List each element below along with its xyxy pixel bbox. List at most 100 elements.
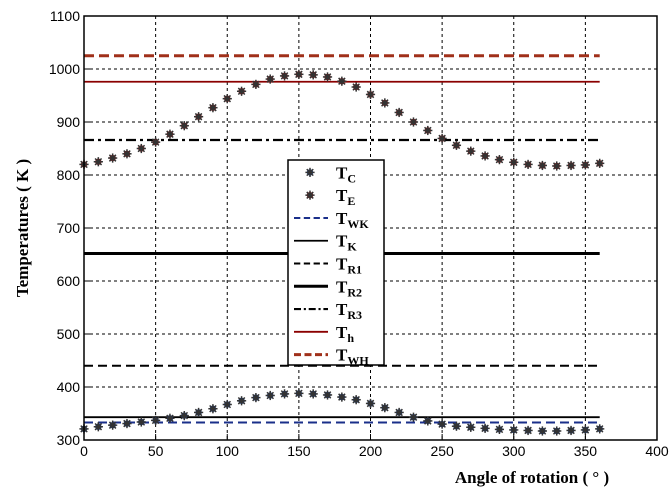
data-point: [165, 413, 175, 423]
data-point: [122, 149, 132, 159]
legend-item-tr3: TR3: [294, 300, 362, 322]
series-tc: [79, 388, 605, 436]
data-point: [136, 143, 146, 154]
legend-item-tr1: TR1: [294, 255, 362, 277]
data-point: [279, 389, 290, 399]
data-point: [208, 103, 218, 113]
data-point: [437, 133, 447, 144]
data-point: [351, 395, 361, 405]
data-point: [194, 112, 204, 122]
x-tick-label: 0: [80, 443, 88, 459]
data-point: [179, 411, 189, 421]
x-tick-label: 50: [148, 443, 164, 459]
legend-item-tr2: TR2: [294, 277, 362, 299]
data-point: [365, 89, 376, 100]
y-tick-label: 1100: [50, 8, 80, 24]
legend-item-te: TE: [305, 186, 355, 208]
data-point: [523, 425, 533, 436]
data-point: [93, 422, 103, 432]
data-point: [365, 398, 376, 409]
data-point: [337, 392, 347, 402]
data-point: [509, 157, 519, 167]
legend-item-twh: TWH: [294, 346, 369, 368]
data-point: [337, 76, 347, 86]
legend-marker: [305, 167, 315, 177]
data-point: [308, 70, 318, 80]
legend-label: TK: [336, 232, 357, 254]
x-tick-label: 400: [645, 443, 669, 459]
data-point: [437, 419, 447, 429]
data-point: [122, 418, 132, 429]
y-tick-label: 600: [57, 273, 81, 289]
y-tick-label: 1000: [49, 61, 80, 77]
data-point: [136, 417, 146, 427]
legend-label: TR1: [336, 255, 362, 277]
data-point: [408, 412, 419, 422]
legend-label: TR3: [336, 300, 362, 322]
data-point: [179, 121, 189, 131]
data-point: [151, 415, 161, 425]
data-point: [151, 137, 161, 147]
data-point: [279, 71, 290, 81]
x-tick-label: 150: [287, 443, 311, 459]
x-tick-label: 300: [502, 443, 526, 459]
data-point: [552, 426, 562, 436]
data-point: [566, 425, 576, 436]
data-point: [466, 422, 476, 432]
data-point: [222, 399, 232, 410]
data-point: [580, 425, 590, 435]
legend-item-th: Th: [294, 323, 354, 345]
data-point: [308, 389, 318, 399]
x-axis-label: Angle of rotation ( ° ): [455, 468, 609, 487]
x-tick-label: 100: [216, 443, 240, 459]
data-point: [222, 94, 232, 104]
x-tick-label: 350: [574, 443, 598, 459]
data-point: [208, 404, 218, 414]
legend-label: Th: [336, 323, 354, 345]
data-point: [566, 160, 576, 171]
legend-item-tk: TK: [294, 232, 357, 254]
data-point: [423, 125, 433, 136]
data-point: [408, 117, 419, 127]
data-point: [294, 69, 304, 79]
legend-item-tc: TC: [305, 163, 356, 185]
series-te: [79, 69, 605, 171]
y-tick-label: 800: [57, 167, 81, 183]
data-point: [194, 407, 204, 418]
data-point: [322, 390, 333, 400]
y-tick-label: 400: [57, 379, 81, 395]
data-point: [294, 388, 304, 398]
data-point: [552, 161, 562, 171]
data-point: [251, 79, 261, 89]
data-point: [595, 158, 605, 168]
y-tick-label: 500: [57, 326, 81, 342]
legend-item-twk: TWK: [294, 209, 369, 231]
data-point: [537, 426, 547, 436]
data-point: [466, 146, 476, 156]
legend-label: TE: [336, 186, 355, 208]
data-point: [509, 425, 519, 435]
y-tick-label: 300: [57, 432, 81, 448]
data-point: [451, 421, 462, 431]
data-point: [93, 157, 103, 167]
data-point: [236, 86, 247, 96]
legend-marker: [305, 190, 315, 200]
data-point: [236, 396, 247, 406]
data-point: [451, 140, 462, 150]
y-tick-label: 900: [57, 114, 81, 130]
data-point: [380, 403, 390, 413]
data-point: [265, 390, 275, 401]
legend-label: TWK: [336, 209, 369, 231]
x-tick-label: 250: [430, 443, 454, 459]
data-point: [580, 160, 590, 170]
legend-label: TR2: [336, 277, 362, 299]
data-point: [394, 107, 404, 118]
data-point: [423, 416, 433, 426]
y-tick-label: 700: [57, 220, 81, 236]
data-point: [394, 407, 404, 418]
data-point: [537, 160, 547, 171]
data-point: [108, 420, 118, 430]
data-point: [380, 98, 390, 108]
